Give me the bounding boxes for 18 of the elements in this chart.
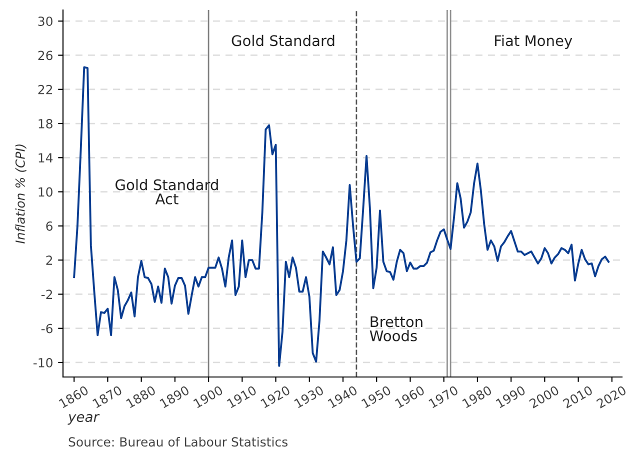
source-note: Source: Bureau of Labour Statistics bbox=[68, 436, 288, 447]
y-tick-label: 14 bbox=[38, 153, 53, 162]
annotation: Bretton Woods bbox=[370, 316, 422, 342]
y-tick-label: -6 bbox=[41, 324, 52, 334]
annotation: Fiat Money bbox=[495, 34, 572, 49]
annotation: Gold Standard bbox=[232, 34, 334, 46]
y-tick-label: 2 bbox=[46, 256, 52, 265]
y-tick-label: 26 bbox=[38, 50, 52, 60]
y-tick-label: 22 bbox=[38, 84, 52, 94]
x-axis-title: year bbox=[68, 414, 100, 425]
y-tick-label: 10 bbox=[38, 187, 52, 197]
line-series bbox=[73, 66, 610, 367]
y-tick-label: 18 bbox=[38, 118, 52, 128]
y-tick-label: 30 bbox=[38, 16, 52, 26]
y-tick-label: 6 bbox=[46, 221, 52, 231]
y-axis-title: Inflation % (CPI) bbox=[15, 144, 26, 244]
y-tick-label: -2 bbox=[41, 290, 52, 299]
y-tick-label: -10 bbox=[33, 358, 52, 368]
